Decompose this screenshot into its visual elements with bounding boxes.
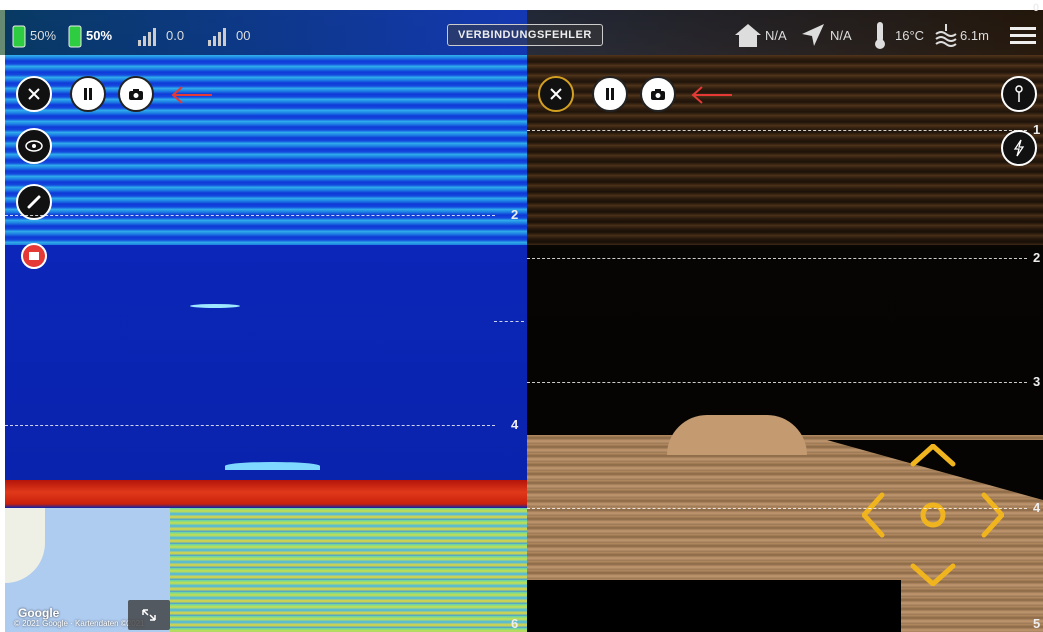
home-icon <box>733 22 763 48</box>
signal-text: 0.0 <box>166 28 184 43</box>
signal-icon <box>198 20 234 48</box>
camera-button[interactable] <box>118 76 154 112</box>
battery-text: 50% <box>30 28 56 43</box>
echo <box>225 462 320 470</box>
depth-line <box>527 258 1027 259</box>
map-expand-button[interactable] <box>128 600 170 630</box>
signal-icon <box>128 20 164 48</box>
view-button[interactable] <box>16 128 52 164</box>
arrow-annotation <box>170 84 214 106</box>
joystick[interactable] <box>862 444 1004 586</box>
blank-area <box>527 580 901 632</box>
depth-label: 5 <box>1033 616 1040 631</box>
depth-reading: 6.1m <box>960 28 989 43</box>
home-distance: N/A <box>765 28 787 43</box>
depth-label: 3 <box>1033 374 1040 389</box>
arrow-annotation <box>690 84 734 106</box>
seabed-bump <box>667 415 807 455</box>
depth-label: 6 <box>511 616 518 631</box>
pause-button[interactable] <box>70 76 106 112</box>
close-button[interactable] <box>538 76 574 112</box>
depth-line <box>527 382 1027 383</box>
depth-label: 0 <box>1033 2 1039 14</box>
depth-line <box>527 508 1027 509</box>
pause-button[interactable] <box>592 76 628 112</box>
depth-icon <box>934 22 958 48</box>
depth-label: 2 <box>511 207 518 222</box>
depth-label: 2 <box>1033 250 1040 265</box>
echo <box>190 304 240 308</box>
record-button[interactable] <box>21 243 47 269</box>
camera-button[interactable] <box>640 76 676 112</box>
depth-label: 1 <box>1033 122 1040 137</box>
depth-label: 4 <box>1033 500 1040 515</box>
map-attribution: © 2021 Google · Kartendaten ©2021 <box>14 619 145 628</box>
temperature: 16°C <box>895 28 924 43</box>
battery-text: 50% <box>86 28 112 43</box>
menu-button[interactable] <box>1010 26 1036 46</box>
close-button[interactable] <box>16 76 52 112</box>
thermometer-icon <box>872 20 888 50</box>
boost-button[interactable] <box>1001 130 1037 166</box>
battery-icon <box>12 24 26 48</box>
signal-text: 00 <box>236 28 250 43</box>
pin-button[interactable] <box>1001 76 1037 112</box>
depth-line <box>494 321 524 322</box>
heading-icon <box>800 22 826 48</box>
depth-label: 4 <box>511 417 518 432</box>
battery-icon <box>68 24 82 48</box>
sonar-app: 50% 50% 0.0 00 VERBINDUNGSFEHLER N/A N/A… <box>0 0 1043 632</box>
map-logo: Google <box>18 606 59 620</box>
heading-text: N/A <box>830 28 852 43</box>
depth-line <box>5 425 495 426</box>
connection-status[interactable]: VERBINDUNGSFEHLER <box>447 24 603 46</box>
depth-line <box>527 130 1027 131</box>
depth-line <box>5 215 495 216</box>
